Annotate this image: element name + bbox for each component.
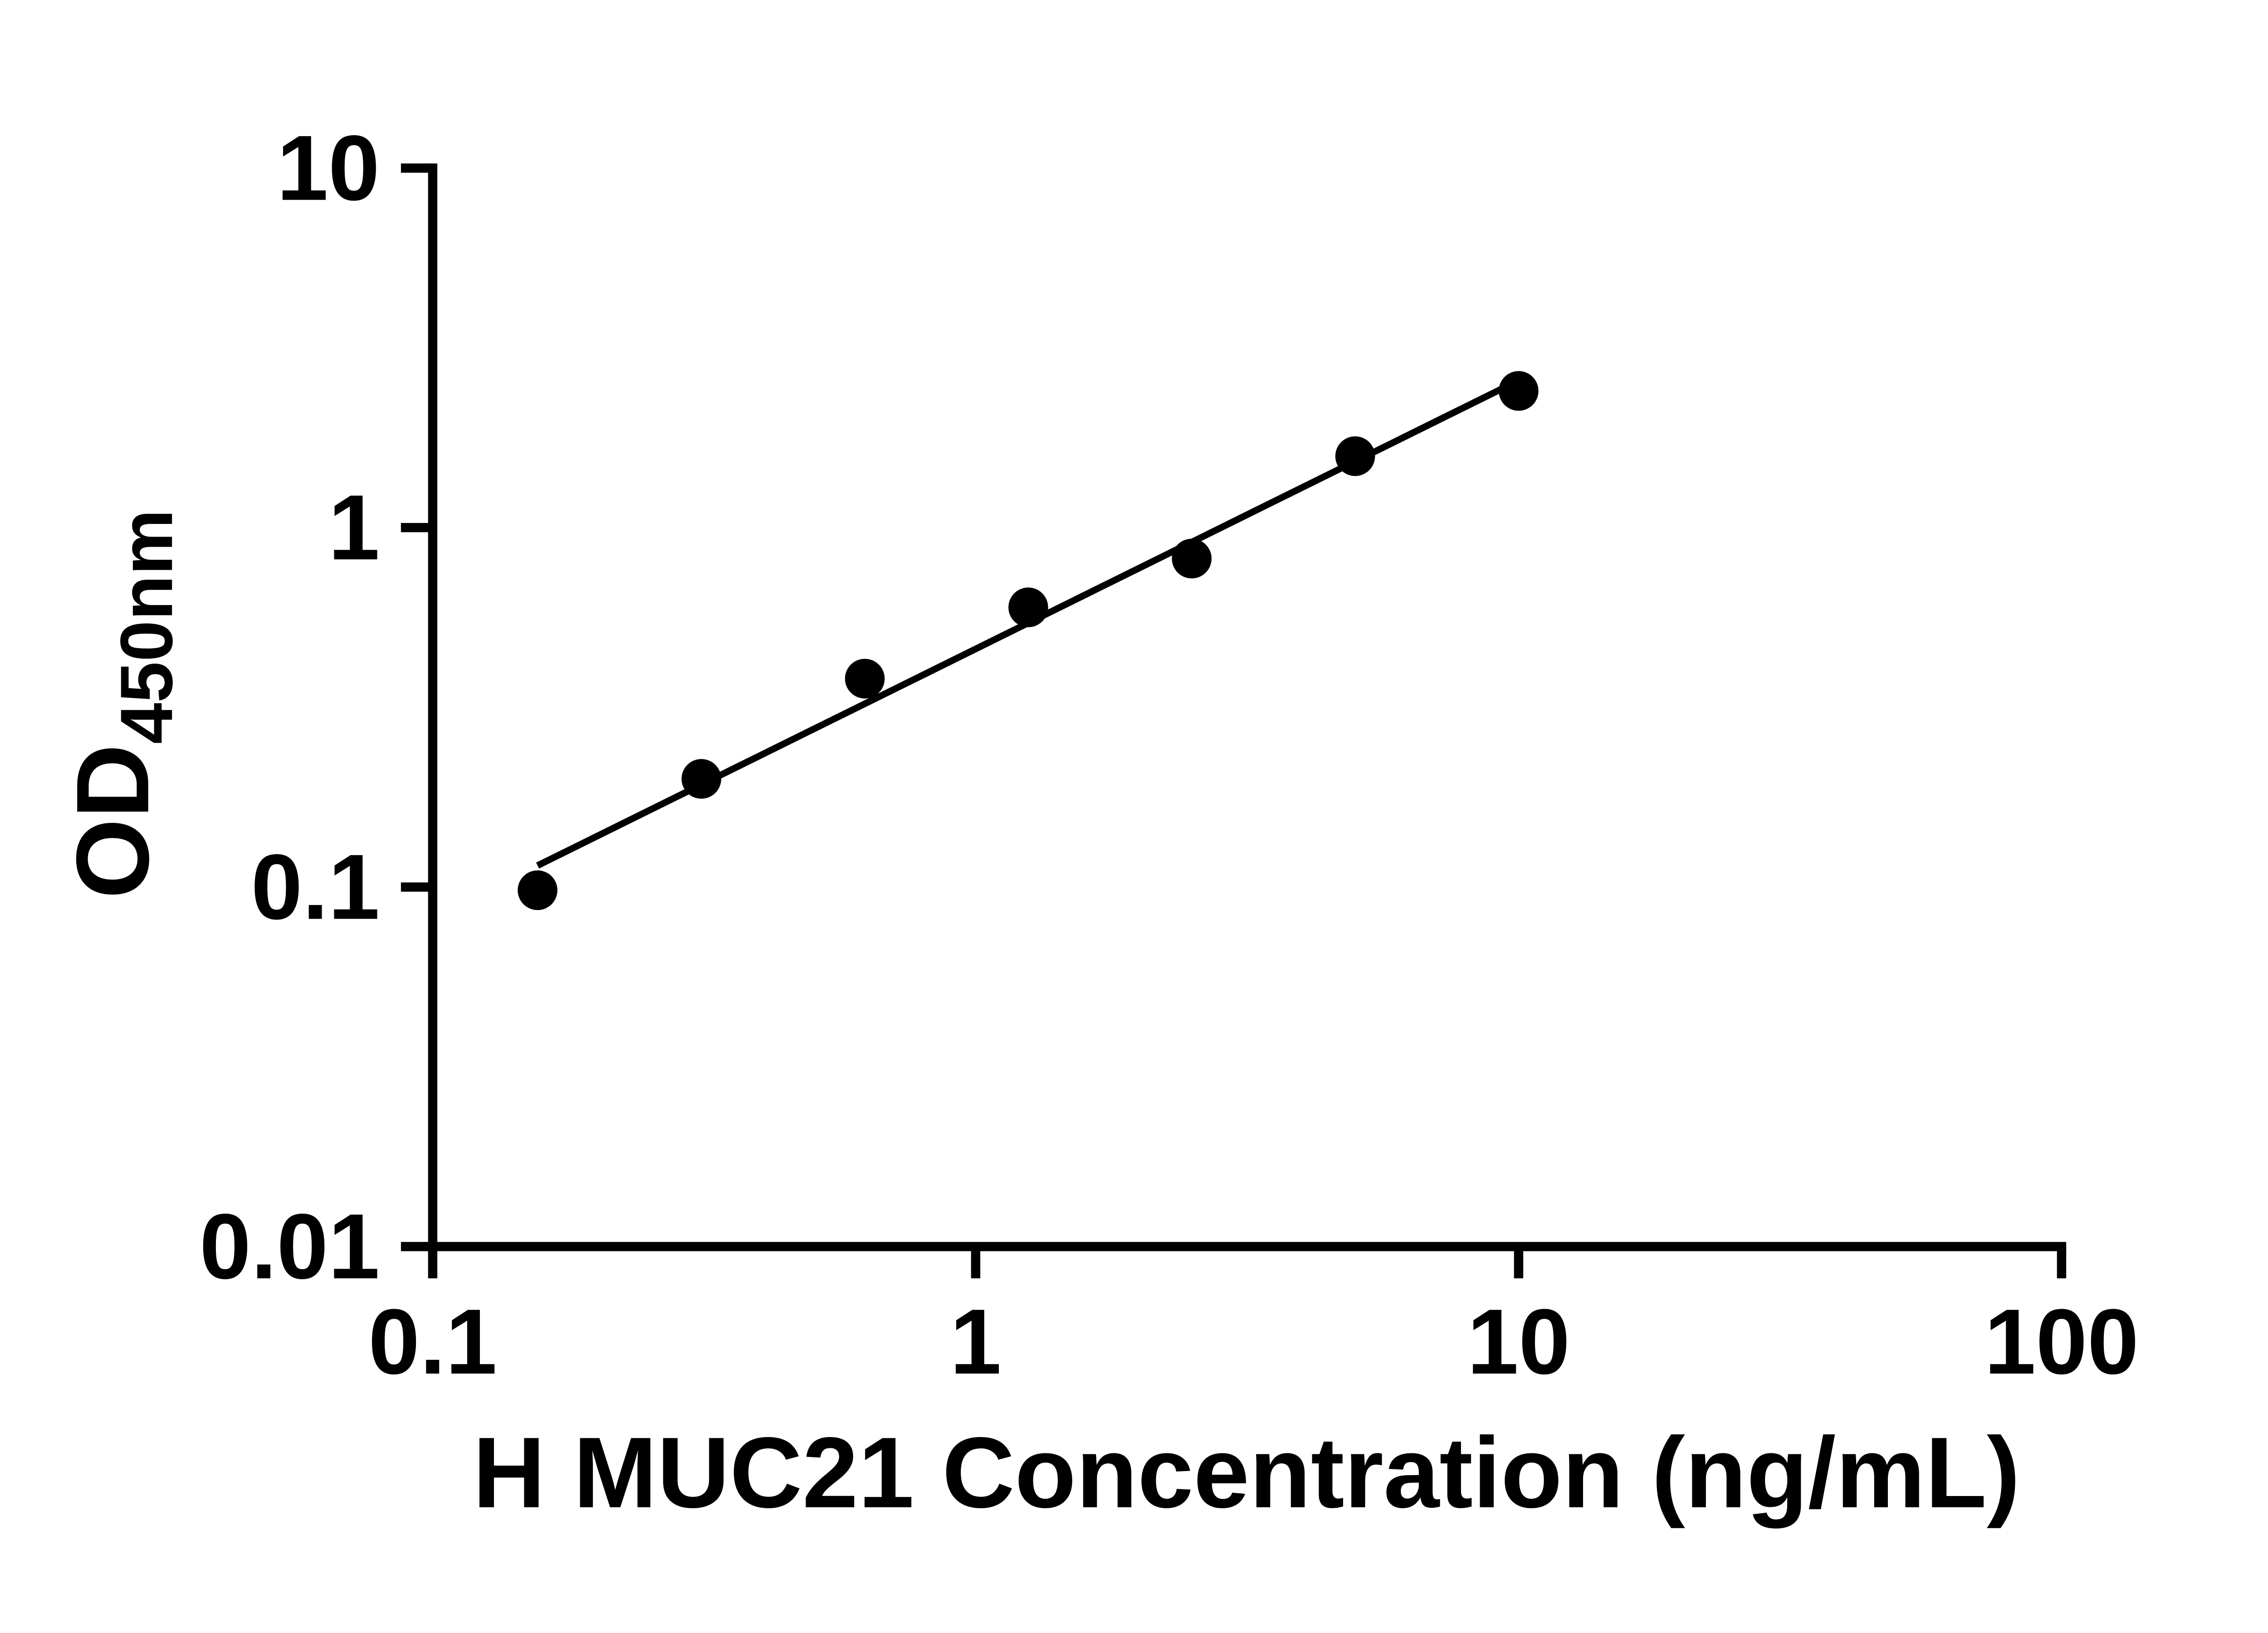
axes-frame — [428, 163, 2067, 1252]
x-tick-label: 0.1 — [368, 1290, 497, 1393]
data-point — [845, 659, 885, 699]
y-axis-title-subscript: 450nm — [105, 509, 188, 744]
y-tick-label: 0.01 — [200, 1195, 380, 1298]
y-axis-title-main: OD — [55, 744, 171, 899]
data-point — [518, 870, 557, 910]
x-tick-label: 100 — [1984, 1290, 2139, 1393]
y-tick-label: 0.1 — [251, 836, 380, 939]
data-point — [681, 759, 722, 799]
x-tick-label: 1 — [950, 1290, 1002, 1393]
data-point — [1335, 436, 1375, 476]
data-point — [1499, 371, 1539, 411]
x-tick-label: 10 — [1467, 1290, 1570, 1393]
y-axis-title: OD450nm — [55, 509, 188, 899]
y-tick-label: 10 — [277, 117, 380, 220]
y-tick-label: 1 — [328, 476, 380, 579]
data-point — [1008, 587, 1048, 627]
data-point — [1172, 538, 1212, 579]
x-axis-title: H MUC21 Concentration (ng/mL) — [473, 1416, 2020, 1529]
